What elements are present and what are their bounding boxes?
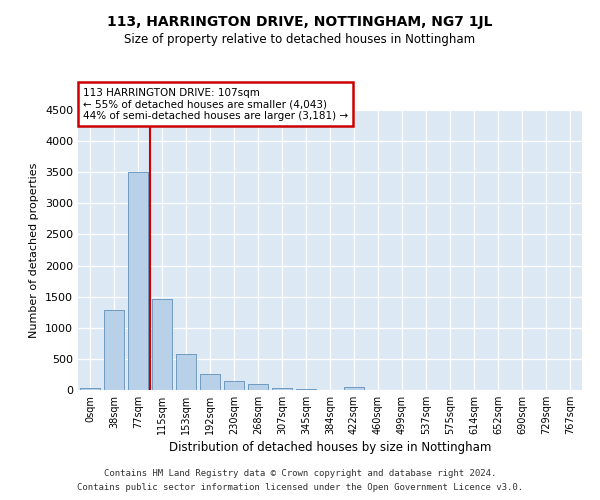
Bar [128,172,148,390]
Text: 113, HARRINGTON DRIVE, NOTTINGHAM, NG7 1JL: 113, HARRINGTON DRIVE, NOTTINGHAM, NG7 1… [107,15,493,29]
Bar [176,354,196,390]
Bar [224,382,244,390]
Bar [344,386,364,390]
Bar [80,388,100,390]
Bar [152,299,172,390]
Text: Contains public sector information licensed under the Open Government Licence v3: Contains public sector information licen… [77,484,523,492]
Bar [104,310,124,390]
X-axis label: Distribution of detached houses by size in Nottingham: Distribution of detached houses by size … [169,442,491,454]
Y-axis label: Number of detached properties: Number of detached properties [29,162,40,338]
Text: 113 HARRINGTON DRIVE: 107sqm
← 55% of detached houses are smaller (4,043)
44% of: 113 HARRINGTON DRIVE: 107sqm ← 55% of de… [83,88,348,121]
Bar [200,374,220,390]
Bar [248,384,268,390]
Text: Size of property relative to detached houses in Nottingham: Size of property relative to detached ho… [124,32,476,46]
Bar [296,389,316,390]
Bar [272,388,292,390]
Text: Contains HM Land Registry data © Crown copyright and database right 2024.: Contains HM Land Registry data © Crown c… [104,468,496,477]
